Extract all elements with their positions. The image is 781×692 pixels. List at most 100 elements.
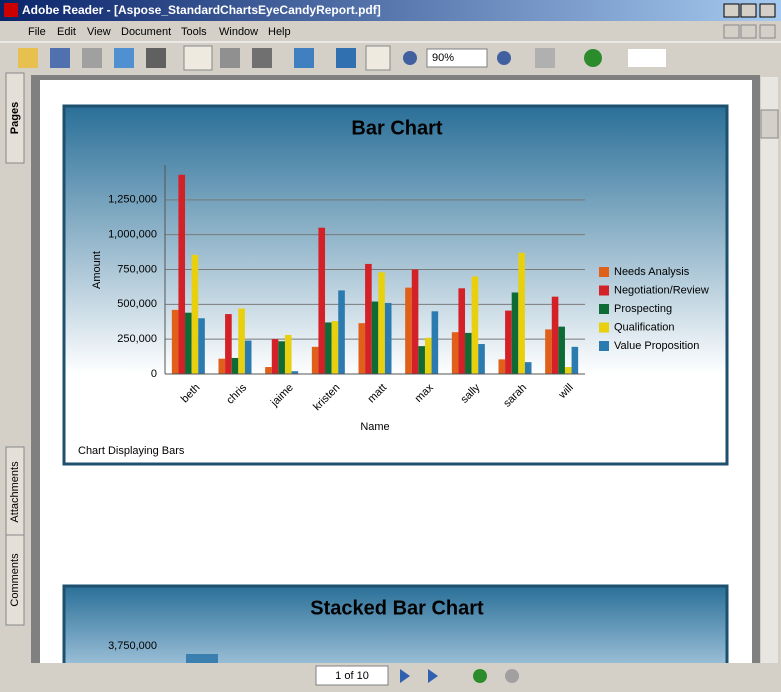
bar [458,288,466,374]
side-tab-label: Attachments [9,461,21,523]
app-icon [4,3,18,17]
bar [431,311,439,374]
bar [238,308,245,374]
y-tick-label: 250,000 [117,333,157,345]
legend-label: Negotiation/Review [614,284,709,296]
bar [318,227,326,374]
bar [545,329,552,374]
zoom-out[interactable] [403,51,417,65]
tool-hand[interactable] [183,45,213,71]
bar [171,309,179,374]
next-chart-tick: 3,750,000 [108,640,157,652]
legend-label: Needs Analysis [614,266,690,278]
legend-swatch [599,285,609,296]
menu-item[interactable]: Document [121,26,171,38]
zoom-box[interactable] [426,48,488,68]
page-indicator: 1 of 10 [335,670,369,682]
chart-frame [62,104,729,466]
tool-yahoo[interactable] [628,49,666,67]
bar [524,362,532,374]
legend-label: Value Proposition [614,340,699,352]
bar [498,359,506,374]
tool-print[interactable] [82,48,102,68]
doc-restore[interactable] [740,24,757,39]
x-axis-label: Name [360,421,389,433]
page-box[interactable] [315,665,389,686]
bar [331,321,339,374]
bar [244,340,252,374]
legend-swatch [599,304,609,314]
side-tab[interactable] [5,72,25,164]
nav-forward[interactable] [505,669,519,683]
tool-search[interactable] [146,48,166,68]
side-tabs: Pages Attachments Comments [5,72,25,626]
next-page[interactable] [400,669,410,683]
bar [291,371,299,374]
side-tab-label: Pages [9,102,21,134]
bar [371,301,379,374]
y-tick-label: 750,000 [117,263,157,275]
bar [564,367,572,374]
maximize[interactable] [740,3,757,18]
bar [424,337,432,374]
tool-save[interactable] [50,48,70,68]
footnote: Chart Displaying Bars [78,445,185,457]
bar [191,254,199,374]
bar [325,322,332,374]
tool-help[interactable] [584,49,602,67]
doc-close[interactable] [759,24,776,39]
last-page[interactable] [428,669,438,683]
menu-item[interactable]: Help [268,26,291,38]
bar [465,332,472,374]
side-tab[interactable] [5,534,25,626]
bar [271,339,279,374]
bar [511,292,519,374]
tool-snapshot[interactable] [252,48,272,68]
scrollbar[interactable] [761,77,778,663]
menu-item[interactable]: View [87,26,111,38]
bar [505,310,512,374]
tool-zoom[interactable] [294,48,314,68]
bar [265,367,272,374]
bar [405,287,412,374]
bar [311,346,319,374]
bar [378,272,385,374]
tool-fit-page[interactable] [336,48,356,68]
y-axis-label: Amount [91,251,103,289]
bar [231,357,239,374]
bar [365,263,372,374]
bar [384,302,392,374]
chart: Bar Chart 0 250,000 500,000 750,000 1,000,000… [78,117,709,457]
doc-minimize[interactable] [723,24,740,39]
zoom-in[interactable] [497,51,511,65]
tool-rotate[interactable] [535,48,555,68]
bar [558,326,565,374]
tool-select[interactable] [220,48,240,68]
bar [471,276,479,374]
legend-swatch [599,267,609,277]
legend-swatch [599,341,609,351]
menu-bar: File Edit View Document Tools Window Help [28,26,291,38]
title-bar [0,0,781,21]
menu-item[interactable]: File [28,26,46,38]
minimize[interactable] [723,3,740,18]
side-tab-label: Comments [9,553,21,607]
menu-item[interactable]: Edit [57,26,76,38]
window-title: Adobe Reader - [Aspose_StandardChartsEye… [22,3,381,17]
close[interactable] [759,3,776,18]
menu-item[interactable]: Tools [181,26,207,38]
bar [218,358,226,374]
nav-back[interactable] [473,669,487,683]
menu-item[interactable]: Window [219,26,258,38]
tool-fit-width[interactable] [365,45,391,71]
tool-open[interactable] [18,48,38,68]
scroll-thumb[interactable] [760,109,779,139]
bar [338,290,345,374]
bar [225,314,232,374]
tool-email[interactable] [114,48,134,68]
y-tick-label: 0 [151,368,157,380]
y-tick-label: 1,250,000 [108,194,157,206]
window-buttons[interactable] [723,3,776,39]
